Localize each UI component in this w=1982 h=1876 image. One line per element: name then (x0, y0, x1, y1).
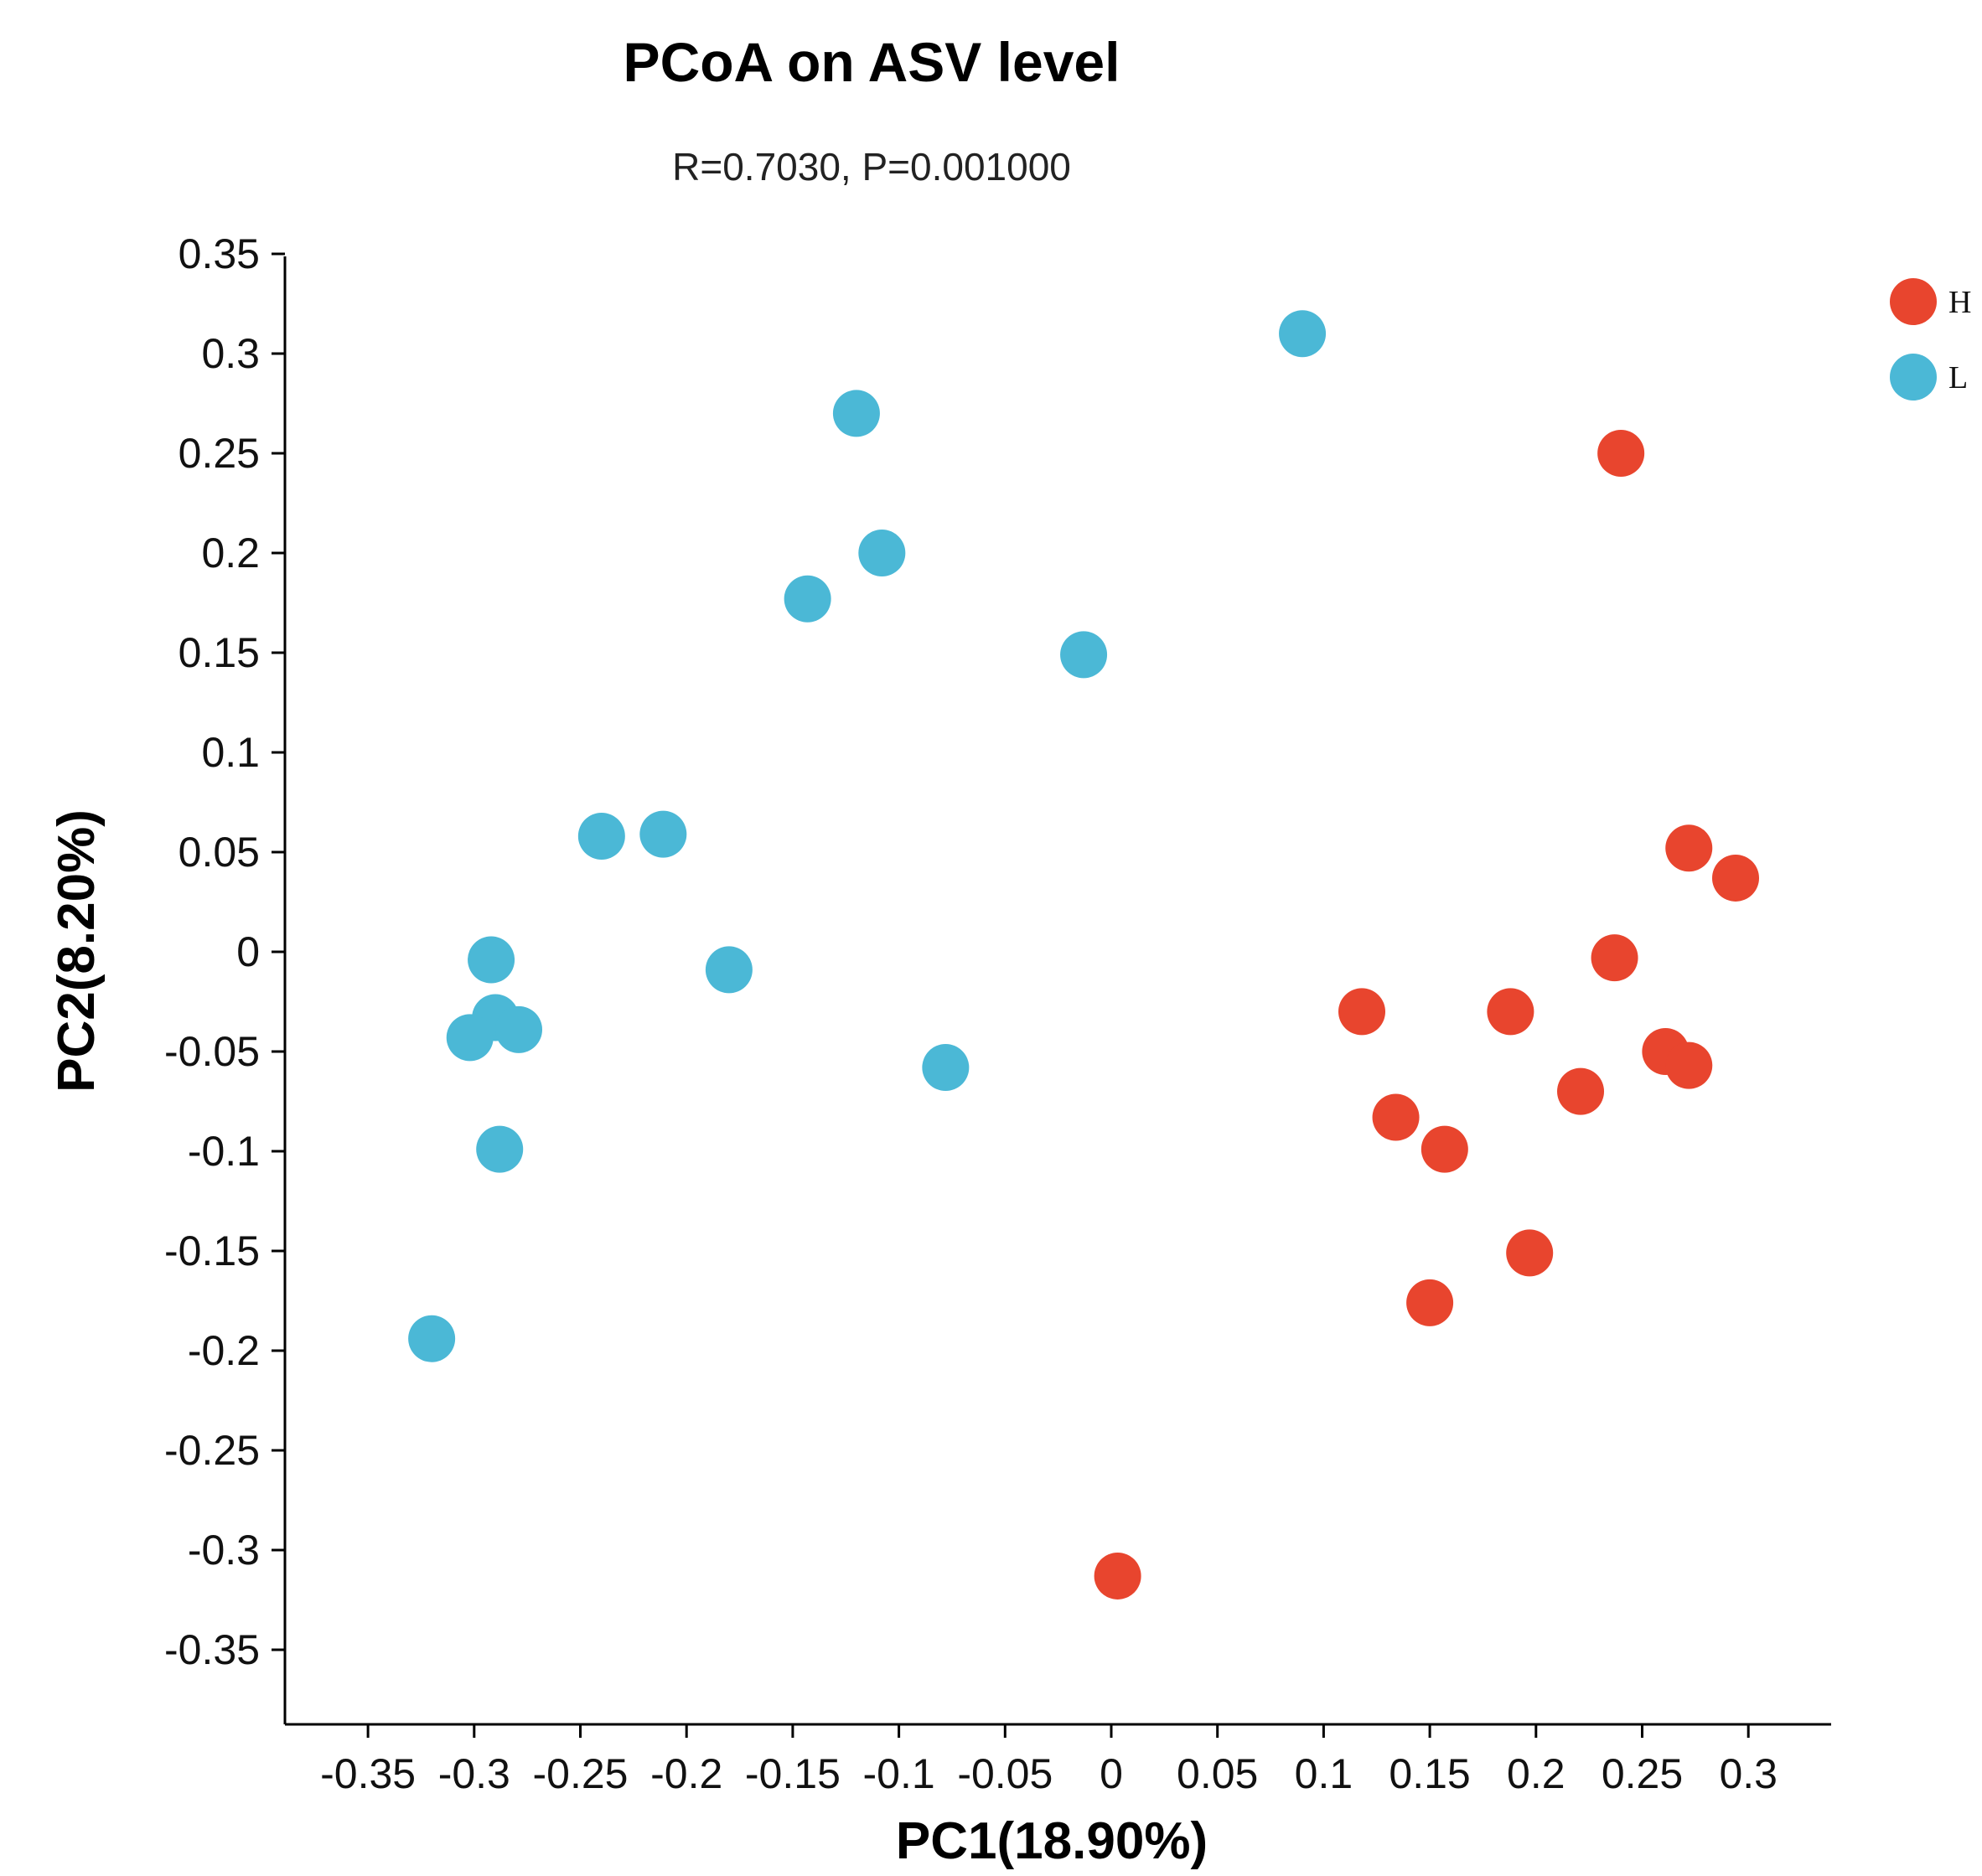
data-point (639, 810, 687, 858)
y-tick-label: 0.35 (179, 230, 260, 277)
y-tick-label: 0.1 (201, 729, 260, 776)
data-point (1060, 631, 1108, 679)
chart-title: PCoA on ASV level (624, 31, 1120, 93)
y-tick-label: -0.25 (164, 1427, 260, 1474)
data-point (1487, 988, 1534, 1036)
scatter-points (408, 310, 1759, 1600)
data-point (495, 1005, 543, 1053)
y-tick-label: -0.15 (164, 1227, 260, 1274)
data-point (1338, 988, 1386, 1036)
y-tick-label: 0.3 (201, 330, 260, 377)
data-point (1711, 854, 1759, 902)
data-point (408, 1315, 456, 1362)
data-point (1372, 1093, 1420, 1141)
legend-label: H (1948, 285, 1971, 320)
x-tick-label: -0.05 (957, 1750, 1053, 1797)
legend: HL (1890, 278, 1971, 401)
x-tick-label: 0.05 (1177, 1750, 1258, 1797)
data-point (1665, 824, 1713, 872)
chart-subtitle: R=0.7030, P=0.001000 (672, 145, 1071, 189)
x-tick-label: 0.2 (1507, 1750, 1565, 1797)
x-tick-label: 0.15 (1389, 1750, 1470, 1797)
data-point (1591, 934, 1638, 982)
data-point (1421, 1125, 1468, 1173)
y-tick-label: -0.3 (188, 1527, 260, 1574)
y-tick-label: -0.2 (188, 1327, 260, 1374)
x-tick-label: 0.1 (1295, 1750, 1353, 1797)
x-tick-label: -0.25 (533, 1750, 629, 1797)
y-tick-label: 0 (236, 928, 260, 975)
data-point (705, 946, 753, 994)
y-tick-label: 0.15 (179, 629, 260, 676)
x-axis-title: PC1(18.90%) (896, 1812, 1208, 1870)
x-axis: -0.35 -0.3 -0.25 -0.2 -0.15 -0.1 -0.05 0 0.05 0.1… (285, 1723, 1831, 1797)
y-axis-title: PC2(8.20%) (48, 809, 106, 1093)
data-point (1665, 1041, 1713, 1089)
x-tick-label: -0.3 (438, 1750, 510, 1797)
data-point (1597, 430, 1645, 477)
y-tick-label: -0.35 (164, 1626, 260, 1673)
data-point (832, 390, 880, 437)
y-tick-label: 0.05 (179, 829, 260, 876)
y-tick-label: -0.1 (188, 1128, 260, 1175)
x-tick-label: -0.35 (320, 1750, 416, 1797)
series-L (408, 310, 1327, 1362)
data-point (476, 1125, 524, 1173)
data-point (1094, 1552, 1141, 1600)
y-axis: 0.35 0.3 0.25 0.2 0.15 0.1 0.05 0 -0.05 -0.1 -0.15… (164, 230, 287, 1724)
data-point (468, 936, 515, 984)
data-point (1557, 1067, 1605, 1115)
x-tick-label: 0.3 (1719, 1750, 1778, 1797)
series-H (1094, 430, 1759, 1600)
x-tick-label: 0 (1100, 1750, 1123, 1797)
x-tick-label: 0.25 (1602, 1750, 1683, 1797)
x-tick-label: -0.1 (863, 1750, 935, 1797)
legend-marker (1890, 278, 1937, 325)
data-point (1506, 1229, 1554, 1277)
legend-label: L (1948, 360, 1968, 395)
legend-marker (1890, 354, 1937, 401)
data-point (922, 1044, 970, 1092)
data-point (784, 575, 831, 623)
x-tick-label: -0.2 (650, 1750, 722, 1797)
y-tick-label: -0.05 (164, 1028, 260, 1075)
data-point (446, 1014, 494, 1062)
y-tick-label: 0.25 (179, 430, 260, 477)
y-tick-label: 0.2 (201, 530, 260, 576)
x-tick-label: -0.15 (745, 1750, 841, 1797)
data-point (858, 530, 906, 576)
data-point (1406, 1279, 1454, 1326)
data-point (577, 812, 625, 860)
data-point (1279, 310, 1327, 358)
